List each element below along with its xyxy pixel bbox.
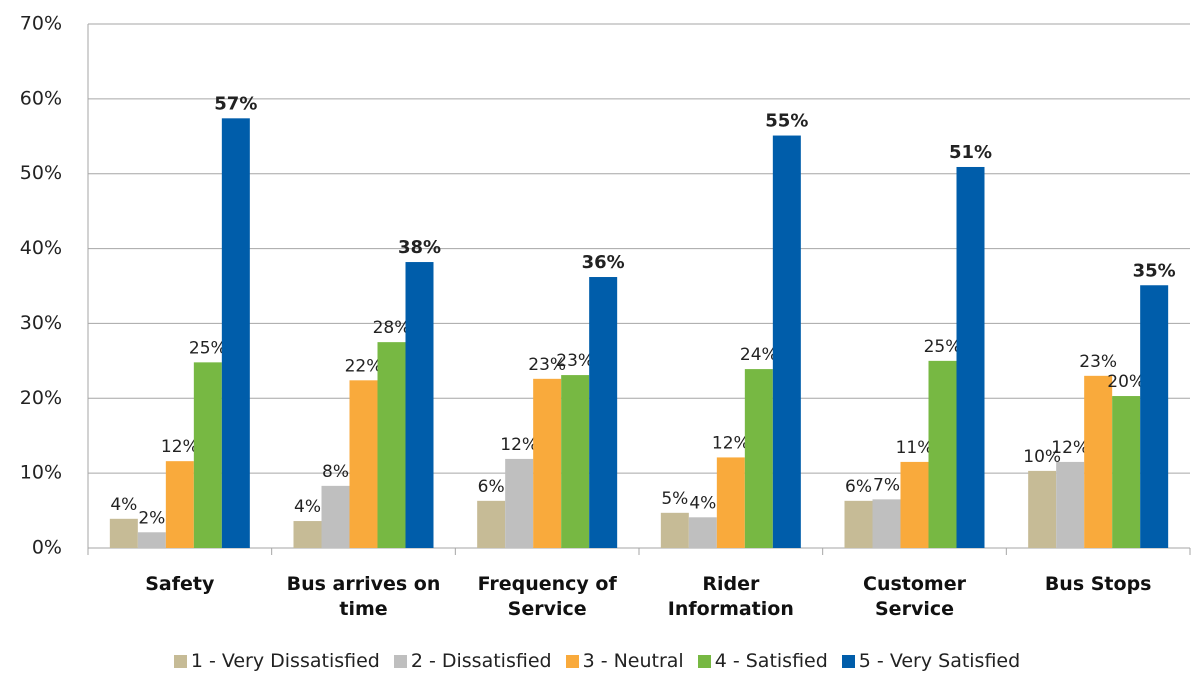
x-tick-label: Bus Stops xyxy=(1044,573,1152,595)
y-tick-label: 0% xyxy=(32,537,62,559)
data-label: 25% xyxy=(924,337,962,357)
bar xyxy=(109,518,138,548)
data-label: 55% xyxy=(765,111,808,132)
y-tick-label: 40% xyxy=(20,237,62,259)
data-label: 4% xyxy=(294,497,321,517)
bar xyxy=(716,457,745,548)
bar xyxy=(660,512,689,548)
data-label: 23% xyxy=(1079,352,1117,372)
data-label: 57% xyxy=(214,93,257,114)
data-label: 25% xyxy=(189,338,227,358)
bar xyxy=(928,360,957,548)
data-label: 23% xyxy=(556,351,594,371)
bar xyxy=(900,461,929,548)
data-label: 4% xyxy=(689,493,716,513)
legend-label: 1 - Very Dissatisfied xyxy=(190,650,380,672)
data-label: 6% xyxy=(478,477,505,497)
data-label: 23% xyxy=(528,355,566,375)
data-label: 10% xyxy=(1023,447,1061,467)
data-label: 12% xyxy=(161,437,199,457)
legend-label: 3 - Neutral xyxy=(582,650,684,672)
bar xyxy=(1056,461,1085,548)
bar xyxy=(956,166,985,548)
bar xyxy=(293,521,322,548)
bar xyxy=(1140,285,1169,548)
data-label: 22% xyxy=(345,356,383,376)
y-tick-label: 30% xyxy=(20,312,62,334)
data-label: 7% xyxy=(873,475,900,495)
bar xyxy=(321,485,350,548)
data-label: 11% xyxy=(896,438,934,458)
x-tick-label: Rider Information xyxy=(667,573,794,620)
legend-swatch xyxy=(841,654,855,668)
bar xyxy=(772,135,801,548)
data-label: 6% xyxy=(845,477,872,497)
bar xyxy=(137,532,166,548)
legend-swatch xyxy=(697,654,711,668)
legend-label: 4 - Satisfied xyxy=(714,650,828,672)
x-tick-label: Customer Service xyxy=(863,573,966,620)
data-label: 8% xyxy=(322,462,349,482)
data-label: 12% xyxy=(1051,438,1089,458)
bar xyxy=(221,118,250,548)
legend-label: 2 - Dissatisfied xyxy=(410,650,552,672)
legend-swatch xyxy=(565,654,579,668)
data-label: 12% xyxy=(500,435,538,455)
legend-item: 1 - Very Dissatisfied xyxy=(173,650,380,672)
legend-item: 5 - Very Satisfied xyxy=(841,650,1021,672)
bar xyxy=(1112,396,1141,548)
data-label: 51% xyxy=(949,142,992,163)
y-tick-label: 50% xyxy=(20,162,62,184)
x-tick-label: Bus arrives on time xyxy=(286,573,441,620)
bar xyxy=(405,262,434,548)
bar xyxy=(688,517,717,548)
legend-swatch xyxy=(393,654,407,668)
legend-label: 5 - Very Satisfied xyxy=(858,650,1021,672)
bar xyxy=(1084,375,1113,548)
data-label: 24% xyxy=(740,345,778,365)
bar xyxy=(1028,470,1057,548)
data-label: 12% xyxy=(712,433,750,453)
legend: 1 - Very Dissatisfied 2 - Dissatisfied 3 -… xyxy=(0,650,1194,672)
bar xyxy=(165,461,194,548)
data-label: 4% xyxy=(110,495,137,515)
bar xyxy=(193,362,222,548)
bar xyxy=(377,342,406,548)
data-label: 35% xyxy=(1133,260,1176,281)
legend-swatch xyxy=(173,654,187,668)
data-label: 20% xyxy=(1107,372,1145,392)
bar xyxy=(533,378,562,548)
data-label: 28% xyxy=(373,318,411,338)
x-tick-label: Frequency of Service xyxy=(477,573,617,620)
bar xyxy=(477,500,506,548)
bar xyxy=(872,499,901,548)
y-tick-label: 70% xyxy=(20,13,62,35)
y-tick-label: 60% xyxy=(20,87,62,109)
bar xyxy=(844,500,873,548)
bar xyxy=(349,380,378,548)
bar xyxy=(744,369,773,548)
legend-item: 2 - Dissatisfied xyxy=(393,650,552,672)
bar xyxy=(589,277,618,548)
y-tick-label: 20% xyxy=(20,387,62,409)
data-label: 38% xyxy=(398,237,441,258)
legend-item: 4 - Satisfied xyxy=(697,650,828,672)
bar xyxy=(505,458,534,548)
bar xyxy=(561,375,590,548)
x-tick-label: Safety xyxy=(145,573,215,595)
legend-item: 3 - Neutral xyxy=(565,650,684,672)
data-label: 36% xyxy=(582,252,625,273)
y-tick-label: 10% xyxy=(20,462,62,484)
data-label: 5% xyxy=(661,489,688,509)
data-label: 2% xyxy=(138,508,165,528)
